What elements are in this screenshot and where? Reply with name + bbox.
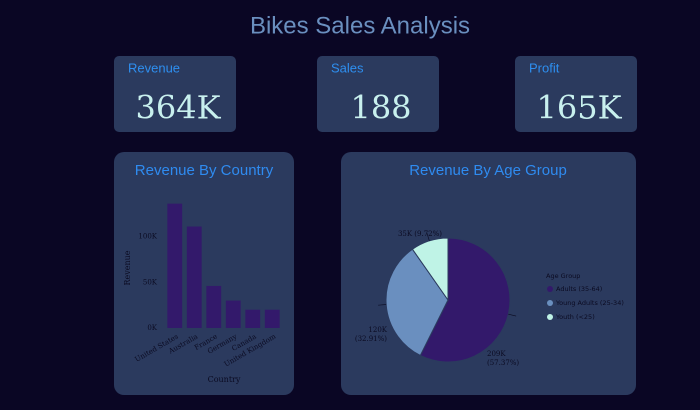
bar [245, 309, 261, 328]
page-title: Bikes Sales Analysis [250, 12, 470, 39]
kpi-card [515, 56, 637, 132]
legend-label: Youth (<25) [555, 313, 595, 321]
panel [114, 152, 294, 395]
y-tick-label: 100K [138, 233, 157, 241]
kpi-value: 188 [350, 89, 411, 127]
bar [186, 226, 202, 328]
kpi-value: 165K [537, 89, 623, 127]
bar [206, 285, 222, 328]
y-axis-label: Revenue [123, 250, 132, 285]
kpi-label: Sales [331, 60, 364, 75]
legend-label: Adults (35-64) [556, 285, 602, 293]
kpi-value: 364K [136, 89, 222, 127]
pie-slice [411, 237, 449, 302]
legend-swatch [547, 300, 553, 306]
kpi-card [114, 56, 236, 132]
leader-line [508, 313, 517, 317]
chart-title: Revenue By Country [135, 162, 274, 179]
bar [225, 300, 241, 328]
data-label: 120K (32.91%) [354, 326, 387, 343]
x-axis-label: Country [208, 375, 241, 384]
leader-line [426, 233, 430, 241]
pie-slice [419, 237, 511, 363]
y-tick-label: 50K [143, 278, 158, 286]
kpi-label: Profit [529, 60, 560, 75]
legend-label: Young Adults (25-34) [555, 299, 624, 307]
y-tick-label: 0K [147, 324, 157, 332]
kpi-card [317, 56, 439, 132]
data-label: 35K (9.72%) [397, 230, 442, 238]
kpi-label: Revenue [128, 60, 180, 75]
bar [264, 309, 280, 328]
legend-swatch [547, 314, 553, 320]
leader-line [378, 304, 387, 306]
legend-title: Age Group [546, 272, 580, 280]
pie-slice [385, 248, 449, 357]
legend-swatch [547, 286, 553, 292]
data-label: 209K (57.37%) [487, 350, 520, 367]
chart-title: Revenue By Age Group [409, 162, 567, 179]
bar [167, 203, 183, 328]
